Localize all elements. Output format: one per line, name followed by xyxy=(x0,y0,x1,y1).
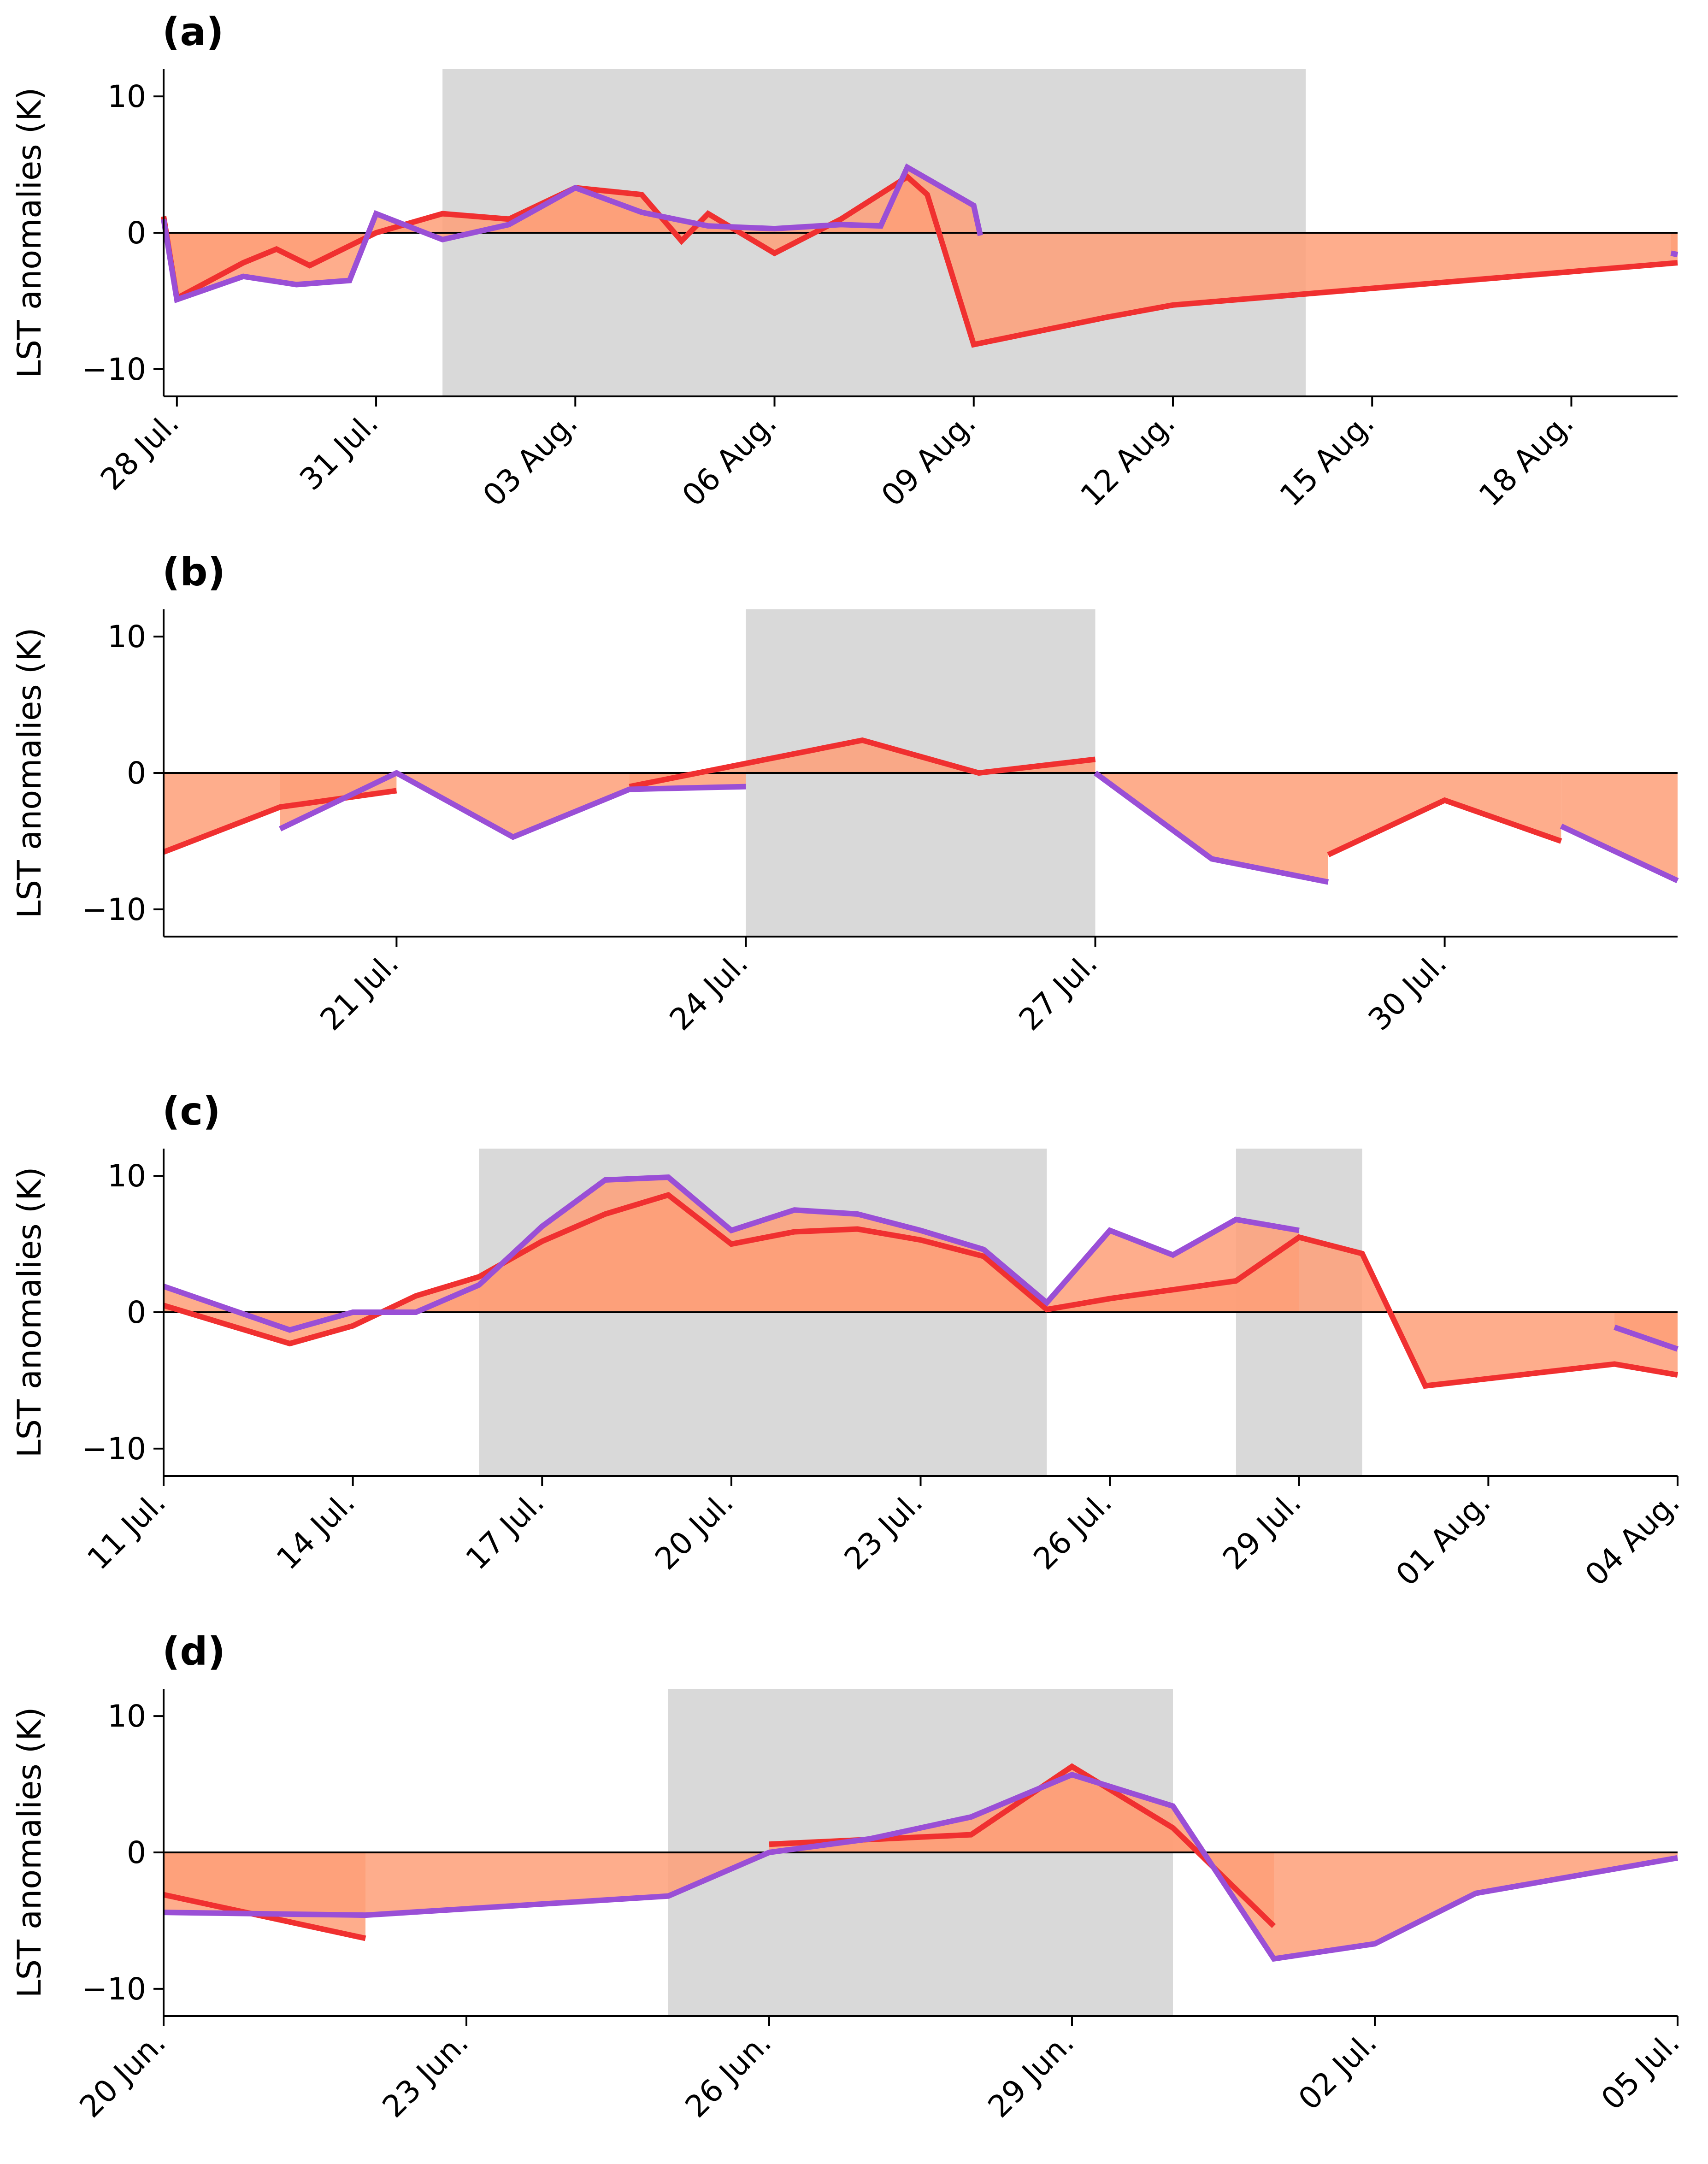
x-tick-label: 01 Aug. xyxy=(1389,1485,1497,1593)
x-tick-label: 20 Jul. xyxy=(648,1485,740,1577)
y-axis-label: LST anomalies (K) xyxy=(11,88,48,378)
series-line-purple xyxy=(1560,823,1679,884)
series-line-red xyxy=(629,737,1096,790)
y-tick-label: 0 xyxy=(127,215,146,251)
x-tick-label: 06 Aug. xyxy=(675,405,783,513)
series-line-purple xyxy=(163,1771,1679,1962)
x-tick-label: 09 Aug. xyxy=(874,405,983,513)
anomaly-fill xyxy=(1095,773,1328,882)
anomaly-fill xyxy=(1614,1312,1678,1349)
panel-label: (b) xyxy=(162,549,225,595)
y-tick-label: 10 xyxy=(107,79,146,114)
x-tick-label: 23 Jul. xyxy=(837,1485,930,1577)
y-tick-label: 10 xyxy=(107,1158,146,1194)
x-tick-label: 27 Jul. xyxy=(1012,945,1104,1038)
panel-label: (d) xyxy=(162,1629,225,1674)
panel-d: 10 0 −10 20 Jun. 23 Jun. 26 Jun. 29 Jun. 02 Jul… xyxy=(11,1629,1686,2124)
y-axis-label: LST anomalies (K) xyxy=(11,628,48,919)
y-tick-label: 0 xyxy=(127,1295,146,1330)
y-tick-label: 10 xyxy=(107,1698,146,1734)
x-tick-label: 15 Aug. xyxy=(1273,405,1381,513)
y-tick-label: −10 xyxy=(82,1431,146,1467)
panel-c: 10 0 −10 11 Jul. 14 Jul. 17 Jul. 20 Jul. 23 Jul… xyxy=(11,1089,1686,1593)
anomaly-fill xyxy=(629,740,1095,787)
series-line-purple xyxy=(1614,1324,1679,1352)
anomaly-fill xyxy=(1328,773,1561,855)
panel-label: (c) xyxy=(162,1089,221,1134)
x-tick-label: 17 Jul. xyxy=(459,1485,551,1577)
y-tick-label: −10 xyxy=(82,1971,146,2007)
anomaly-fill xyxy=(164,1775,1678,1959)
series-line-purple xyxy=(1093,771,1329,885)
series-line-red xyxy=(163,1191,1679,1389)
x-tick-label: 18 Aug. xyxy=(1472,405,1580,513)
series-line-purple xyxy=(161,163,984,303)
series-line-red xyxy=(1327,797,1562,857)
x-tick-label: 26 Jul. xyxy=(1027,1485,1119,1577)
x-tick-label: 28 Jul. xyxy=(94,405,186,497)
y-tick-label: 0 xyxy=(127,755,146,791)
panel-label: (a) xyxy=(162,9,224,54)
x-tick-label: 30 Jul. xyxy=(1361,945,1454,1038)
y-axis-label: LST anomalies (K) xyxy=(11,1707,48,1998)
y-axis-label: LST anomalies (K) xyxy=(11,1167,48,1458)
x-tick-label: 29 Jul. xyxy=(1216,1485,1308,1577)
series-line-purple xyxy=(279,770,746,840)
x-tick-label: 05 Jul. xyxy=(1595,2025,1687,2117)
series-line-red xyxy=(162,788,397,855)
panel-b: 10 0 −10 21 Jul. 24 Jul. 27 Jul. 30 Jul. LST an… xyxy=(11,549,1679,1038)
anomaly-fill xyxy=(280,773,746,837)
anomaly-fill xyxy=(164,1177,1299,1330)
x-tick-label: 02 Jul. xyxy=(1292,2025,1384,2117)
x-tick-label: 21 Jul. xyxy=(313,945,406,1038)
x-tick-label: 23 Jun. xyxy=(376,2025,475,2124)
y-tick-label: −10 xyxy=(82,352,146,387)
panel-a: 10 0 −10 28 Jul. 31 Jul. 03 Aug. 06 Aug. 09 Aug… xyxy=(11,9,1679,513)
anomaly-fill xyxy=(1561,773,1678,881)
x-tick-label: 12 Aug. xyxy=(1074,405,1182,513)
x-tick-label: 04 Aug. xyxy=(1578,1485,1687,1593)
x-tick-label: 03 Aug. xyxy=(476,405,584,513)
x-tick-label: 20 Jun. xyxy=(73,2025,172,2124)
y-tick-label: −10 xyxy=(82,892,146,927)
x-tick-label: 14 Jul. xyxy=(270,1485,362,1577)
x-tick-label: 26 Jun. xyxy=(678,2025,778,2124)
x-tick-label: 11 Jul. xyxy=(81,1485,173,1577)
x-tick-label: 31 Jul. xyxy=(293,405,385,497)
y-tick-label: 0 xyxy=(127,1835,146,1870)
series-line-purple xyxy=(1670,250,1679,258)
y-tick-label: 10 xyxy=(107,619,146,655)
x-tick-label: 29 Jun. xyxy=(981,2025,1081,2124)
anomaly-fill xyxy=(1671,233,1678,255)
x-tick-label: 24 Jul. xyxy=(663,945,755,1038)
series-line-purple xyxy=(163,1174,1300,1333)
